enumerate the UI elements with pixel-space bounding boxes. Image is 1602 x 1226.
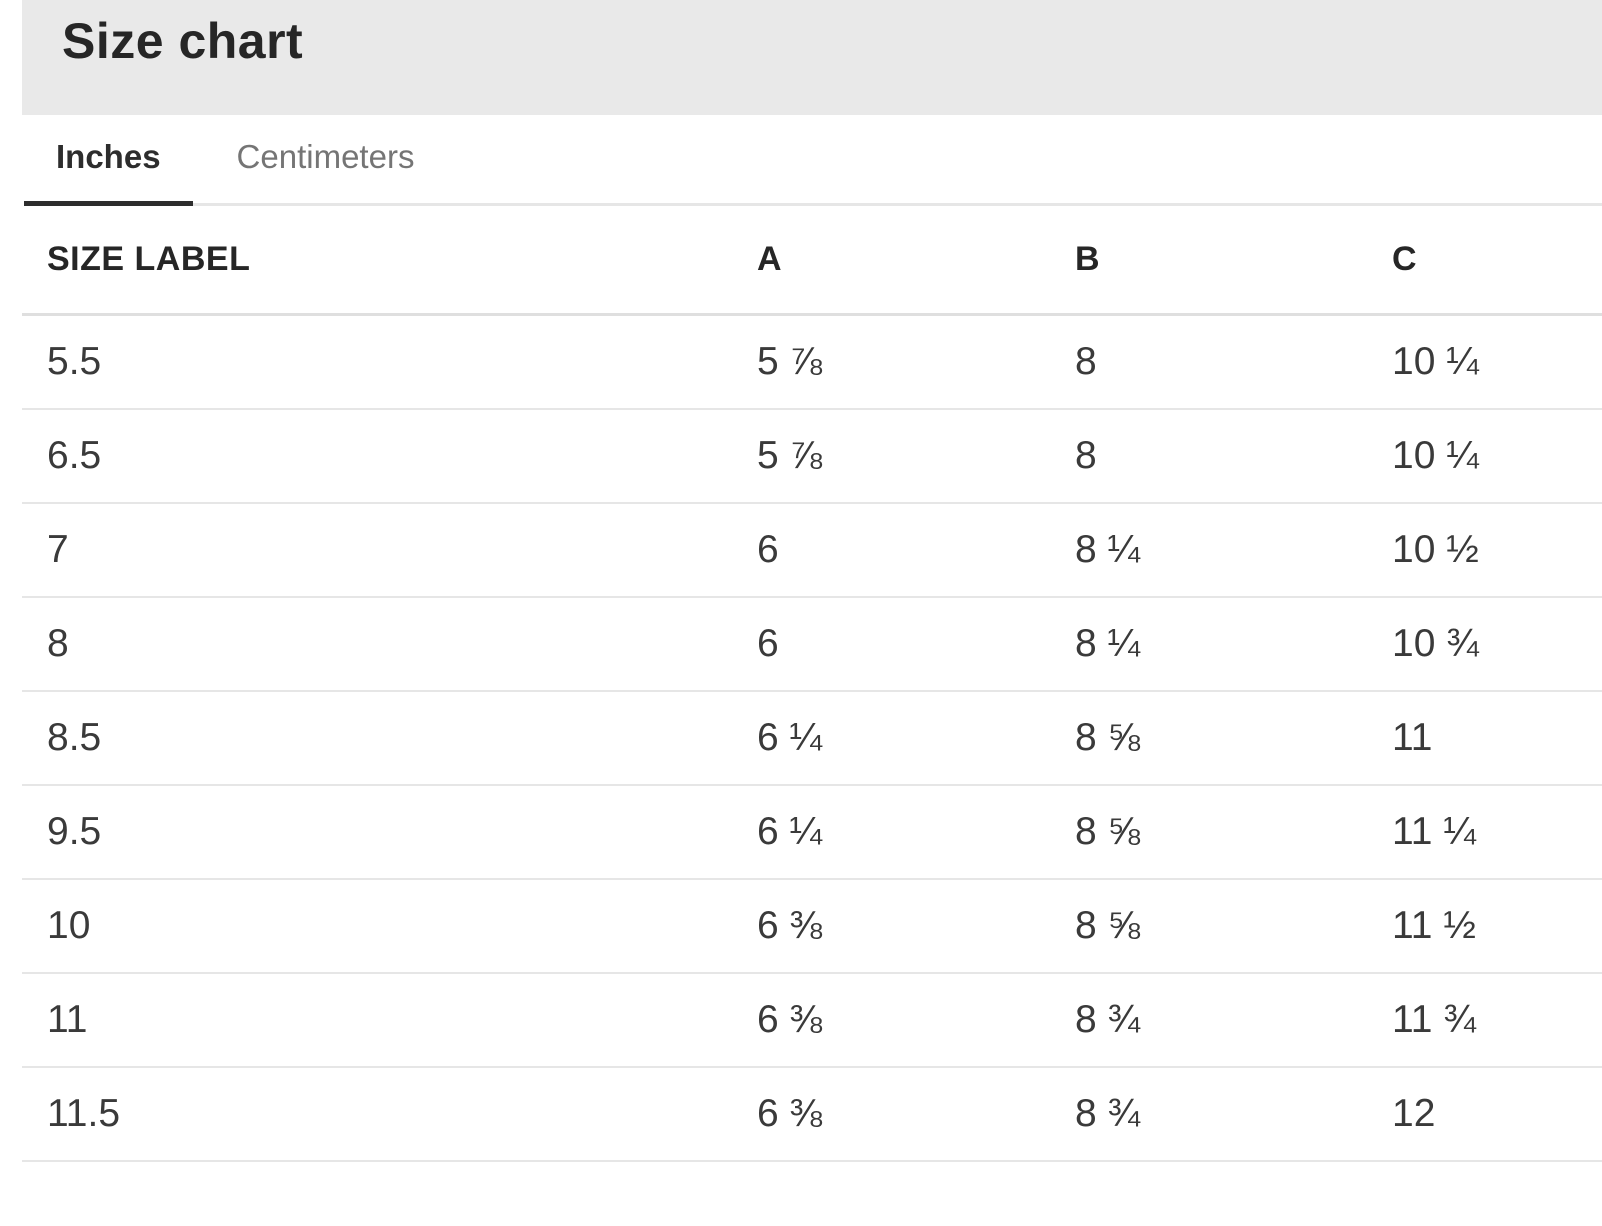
table-row: 11.5 6 ⅜ 8 ¾ 12 [22,1068,1602,1162]
table-row: 5.5 5 ⅞ 8 10 ¼ [22,316,1602,410]
unit-tabs: Inches Centimeters [24,115,1602,206]
measurement-cell: 6 ¼ [757,716,823,759]
measurement-cell: 5 ⅞ [757,434,823,477]
table-row: 8.5 6 ¼ 8 ⅝ 11 [22,692,1602,786]
measurement-cell: 8 ¾ [1075,998,1141,1041]
measurement-cell: 8 ⅝ [1075,810,1141,853]
table-row: 8 6 8 ¼ 10 ¾ [22,598,1602,692]
size-label-cell: 7 [47,528,69,571]
measurement-cell: 11 ½ [1392,904,1476,947]
measurement-cell: 6 ¼ [757,810,823,853]
table-row: 11 6 ⅜ 8 ¾ 11 ¾ [22,974,1602,1068]
measurement-cell: 10 ¼ [1392,434,1479,477]
column-header: A [757,240,783,278]
size-label-cell: 11 [47,998,88,1041]
size-chart-header: Size chart [22,0,1602,115]
size-label-cell: 9.5 [47,810,102,853]
column-header-size-label: SIZE LABEL [47,240,251,278]
column-header: C [1392,240,1418,278]
table-header-row: SIZE LABEL A B C [22,206,1602,316]
measurement-cell: 11 ¾ [1392,998,1476,1041]
size-label-cell: 10 [47,904,91,947]
measurement-cell: 8 ¼ [1075,622,1141,665]
size-label-cell: 5.5 [47,340,102,383]
measurement-cell: 6 ⅜ [757,998,823,1041]
tab-centimeters[interactable]: Centimeters [205,115,447,203]
measurement-cell: 8 ⅝ [1075,716,1141,759]
measurement-cell: 8 [1075,340,1097,383]
measurement-cell: 8 ⅝ [1075,904,1141,947]
column-header: B [1075,240,1101,278]
page-title: Size chart [62,13,304,69]
measurement-cell: 8 ¾ [1075,1092,1141,1135]
measurement-cell: 6 [757,622,779,665]
size-label-cell: 6.5 [47,434,102,477]
measurement-cell: 10 ½ [1392,528,1479,571]
measurement-cell: 6 ⅜ [757,904,823,947]
measurement-cell: 5 ⅞ [757,340,823,383]
table-row: 6.5 5 ⅞ 8 10 ¼ [22,410,1602,504]
measurement-cell: 6 [757,528,779,571]
measurement-cell: 10 ¾ [1392,622,1479,665]
size-label-cell: 8 [47,622,69,665]
measurement-cell: 11 ¼ [1392,810,1476,853]
table-row: 7 6 8 ¼ 10 ½ [22,504,1602,598]
measurement-cell: 8 [1075,434,1097,477]
size-label-cell: 8.5 [47,716,102,759]
measurement-cell: 10 ¼ [1392,340,1479,383]
measurement-cell: 8 ¼ [1075,528,1141,571]
measurement-cell: 6 ⅜ [757,1092,823,1135]
tab-inches[interactable]: Inches [24,115,193,206]
measurement-cell: 11 [1392,716,1433,759]
table-row: 10 6 ⅜ 8 ⅝ 11 ½ [22,880,1602,974]
measurement-cell: 12 [1392,1092,1436,1135]
table-body: 5.5 5 ⅞ 8 10 ¼ 6.5 5 ⅞ 8 10 ¼ 7 6 8 ¼ 10 ½ 8 6 8 ¼ 10 ¾… [22,316,1602,1162]
table-row: 9.5 6 ¼ 8 ⅝ 11 ¼ [22,786,1602,880]
size-label-cell: 11.5 [47,1092,121,1135]
